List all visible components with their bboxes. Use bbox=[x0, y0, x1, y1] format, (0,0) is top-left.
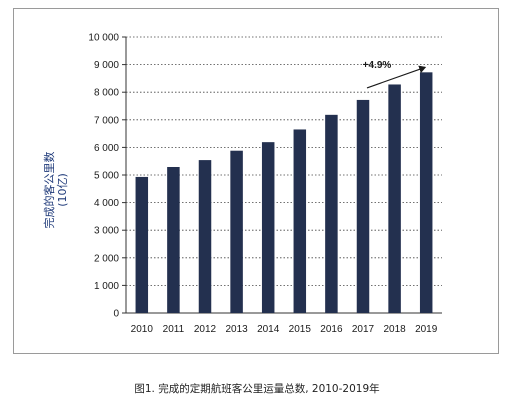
y-tick-label: 9 000 bbox=[94, 60, 119, 71]
x-tick-label: 2012 bbox=[194, 324, 217, 335]
x-tick-label: 2013 bbox=[225, 324, 248, 335]
y-axis-label-unit: (10亿) bbox=[56, 173, 69, 207]
bar-2016 bbox=[325, 114, 338, 313]
y-tick-label: 10 000 bbox=[88, 33, 119, 44]
y-tick-label: 4 000 bbox=[94, 198, 119, 209]
x-tick-label: 2015 bbox=[289, 324, 312, 335]
bar-2018 bbox=[388, 84, 401, 313]
y-axis-label-text: 完成的客公里数 bbox=[43, 151, 56, 229]
y-tick-label: 1 000 bbox=[94, 281, 119, 292]
bar-2019 bbox=[419, 72, 433, 313]
y-tick-label: 7 000 bbox=[94, 115, 119, 126]
bar-2012 bbox=[198, 160, 212, 313]
bar-2014 bbox=[261, 142, 275, 313]
growth-annotation: +4.9% bbox=[363, 60, 392, 71]
y-tick-label: 3 000 bbox=[94, 226, 119, 237]
x-tick-label: 2014 bbox=[257, 324, 280, 335]
bar-2011 bbox=[167, 166, 180, 313]
y-tick-label: 5 000 bbox=[94, 171, 119, 182]
y-tick-label: 8 000 bbox=[94, 88, 119, 99]
growth-arrow bbox=[366, 65, 427, 89]
bar-2015 bbox=[293, 129, 307, 313]
x-tick-label: 2018 bbox=[383, 324, 406, 335]
x-tick-label: 2017 bbox=[352, 324, 375, 335]
bar-2013 bbox=[230, 150, 243, 313]
bar-2010 bbox=[135, 176, 149, 313]
y-tick-label: 6 000 bbox=[94, 143, 119, 154]
bar-2017 bbox=[356, 99, 370, 313]
x-tick-label: 2016 bbox=[320, 324, 343, 335]
x-tick-label: 2011 bbox=[163, 324, 185, 335]
x-tick-label: 2019 bbox=[415, 324, 438, 335]
y-axis-label: 完成的客公里数 (10亿) bbox=[43, 152, 69, 229]
y-tick-label: 0 bbox=[113, 309, 119, 320]
x-tick-label: 2010 bbox=[131, 324, 154, 335]
chart-frame bbox=[13, 8, 499, 354]
figure-caption: 图1. 完成的定期航班客公里运量总数, 2010-2019年 bbox=[134, 383, 380, 395]
y-tick-label: 2 000 bbox=[94, 253, 119, 264]
